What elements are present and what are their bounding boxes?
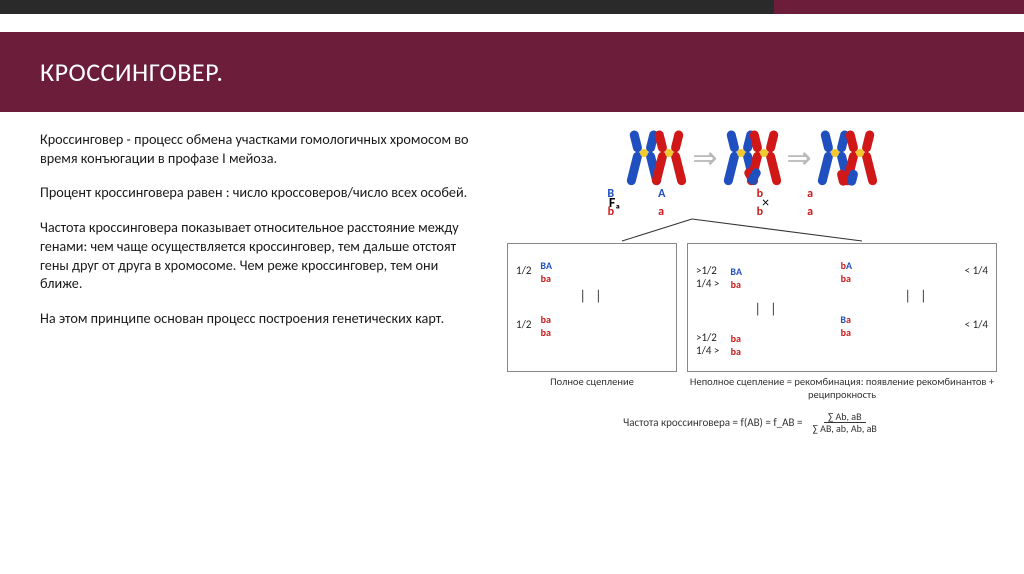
incomplete-linkage-box: >1/21/4 > AB ab | | >1/21/4 > ab ab	[687, 243, 997, 372]
cross-symbol: ×	[762, 194, 769, 211]
recombinant-col: Ab ab < 1/4 | | aB ab < 1/4	[846, 250, 988, 367]
formula-row: Частота кроссинговера = f(AB) = f_AB = ∑…	[500, 411, 1004, 434]
paragraph-4: На этом принципе основан процесс построе…	[40, 309, 480, 328]
caption-incomplete: Неполное сцепление = рекомбинация: появл…	[687, 376, 997, 401]
complete-linkage-box: 1/2 AB ab | | 1/2 ab ab	[507, 243, 677, 372]
separator: | |	[516, 287, 668, 304]
branch-lines	[512, 217, 992, 243]
slide-title: КРОССИНГОВЕР.	[40, 56, 223, 88]
gamete-ab: 1/2 ab ab	[516, 318, 668, 331]
chromo-red	[658, 130, 680, 186]
top-bar-dark	[0, 0, 774, 14]
parental-col: >1/21/4 > AB ab | | >1/21/4 > ab ab	[696, 250, 838, 367]
top-bar-maroon	[774, 0, 1024, 14]
caption-row: Полное сцепление Неполное сцепление = ре…	[500, 376, 1004, 401]
title-band: КРОССИНГОВЕР.	[0, 32, 1024, 112]
top-accent-bar	[0, 0, 1024, 14]
formula-fraction: ∑ Ab, aB ∑ AB, ab, Ab, aB	[809, 411, 881, 434]
chromo-red-cross	[753, 130, 775, 186]
chromo-stage-3	[824, 130, 871, 186]
chromo-stage-1	[633, 130, 680, 186]
arrow-icon: ⇒	[787, 140, 812, 177]
paragraph-1: Кроссинговер - процесс обмена участками …	[40, 130, 480, 167]
paragraph-2: Процент кроссинговера равен : число крос…	[40, 183, 480, 202]
formula-text: Частота кроссинговера = f(AB) = f_AB =	[623, 416, 802, 429]
arrow-icon: ⇒	[692, 140, 717, 177]
content-area: Кроссинговер - процесс обмена участками …	[0, 112, 1024, 434]
chromosome-row: ⇒ ⇒	[500, 130, 1004, 186]
diagram-column: ⇒ ⇒	[500, 130, 1004, 434]
caption-complete: Полное сцепление	[507, 376, 677, 401]
chromo-recomb-2	[849, 130, 871, 186]
parent-cross-row: Fₐ A B a b × a b a b	[500, 194, 1004, 211]
paragraph-3: Частота кроссинговера показывает относит…	[40, 218, 480, 293]
chromo-stage-2	[730, 130, 775, 186]
text-column: Кроссинговер - процесс обмена участками …	[40, 130, 500, 434]
gamete-AB: 1/2 AB ab	[516, 264, 668, 277]
result-row: 1/2 AB ab | | 1/2 ab ab	[500, 243, 1004, 372]
